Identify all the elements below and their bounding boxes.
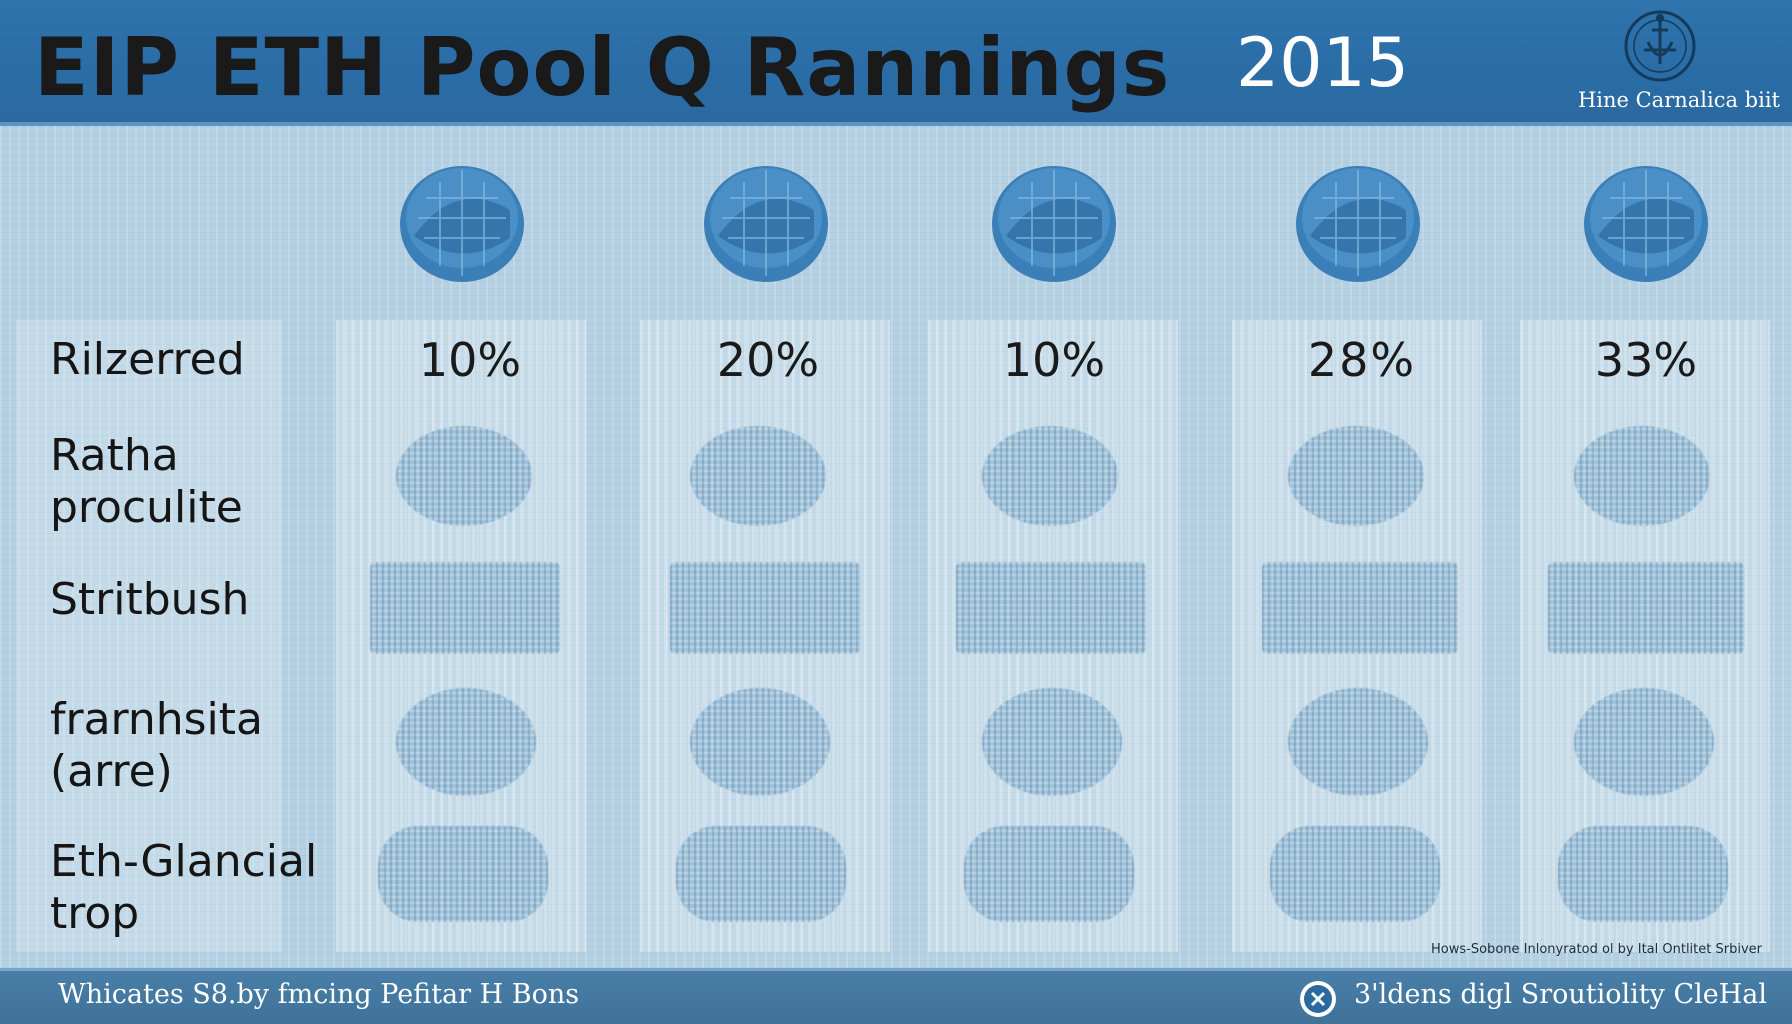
- cell-marker: [1558, 826, 1728, 922]
- percent-value-3: 10%: [1002, 333, 1106, 387]
- cell-marker: [690, 688, 830, 796]
- org-name: Hine Carnalica biit: [1577, 88, 1780, 112]
- row-label-5: Eth-Glancial trop: [50, 836, 318, 939]
- row-label-4: frarnhsita (arre): [50, 694, 263, 797]
- footer-bar: Whicates S8.by fmcing Pefitar H Bons 3'l…: [0, 968, 1792, 1024]
- cell-marker: [370, 562, 560, 654]
- eth-coin-icon: [396, 158, 528, 288]
- percent-value-1: 10%: [418, 333, 522, 387]
- cell-marker: [690, 426, 826, 526]
- cell-marker: [956, 562, 1146, 654]
- percent-value-2: 20%: [716, 333, 820, 387]
- source-note: Hows-Sobone Inlonyratod ol by Ital Ontli…: [1431, 942, 1762, 957]
- cell-marker: [1574, 426, 1710, 526]
- cell-marker: [964, 826, 1134, 922]
- page-title: EIP ETH Pool Q Rannings: [34, 21, 1171, 114]
- cell-marker: [1288, 688, 1428, 796]
- cell-marker: [1262, 562, 1458, 654]
- eth-coin-icon: [700, 158, 832, 288]
- percent-value-4: 28%: [1307, 333, 1417, 387]
- eth-coin-icon: [988, 158, 1120, 288]
- cell-marker: [1574, 688, 1714, 796]
- cell-marker: [396, 688, 536, 796]
- row-label-3: Stritbush: [50, 574, 250, 625]
- row-label-panel: [16, 320, 282, 952]
- footer-right-text: 3'ldens digl Sroutiolity CleHal: [1354, 979, 1768, 1010]
- header-banner: EIP ETH Pool Q Rannings 2015 Hine Carnal…: [0, 0, 1792, 126]
- cell-marker: [378, 826, 548, 922]
- cell-marker: [982, 688, 1122, 796]
- cell-marker: [1270, 826, 1440, 922]
- row-label-1: Rilzerred: [50, 334, 245, 385]
- eth-coin-icon: [1580, 158, 1712, 288]
- percent-value-5: 33%: [1594, 333, 1698, 387]
- cell-marker: [1288, 426, 1424, 526]
- eth-coin-icon: [1292, 158, 1424, 288]
- row-label-2: Ratha proculite: [50, 430, 243, 533]
- cell-marker: [670, 562, 860, 654]
- footer-logo-icon: [1298, 979, 1338, 1019]
- year-label: 2015: [1236, 24, 1410, 103]
- cell-marker: [676, 826, 846, 922]
- cell-marker: [1548, 562, 1744, 654]
- org-seal-icon: [1620, 6, 1700, 86]
- cell-marker: [396, 426, 532, 526]
- cell-marker: [982, 426, 1118, 526]
- footer-left-text: Whicates S8.by fmcing Pefitar H Bons: [58, 979, 580, 1010]
